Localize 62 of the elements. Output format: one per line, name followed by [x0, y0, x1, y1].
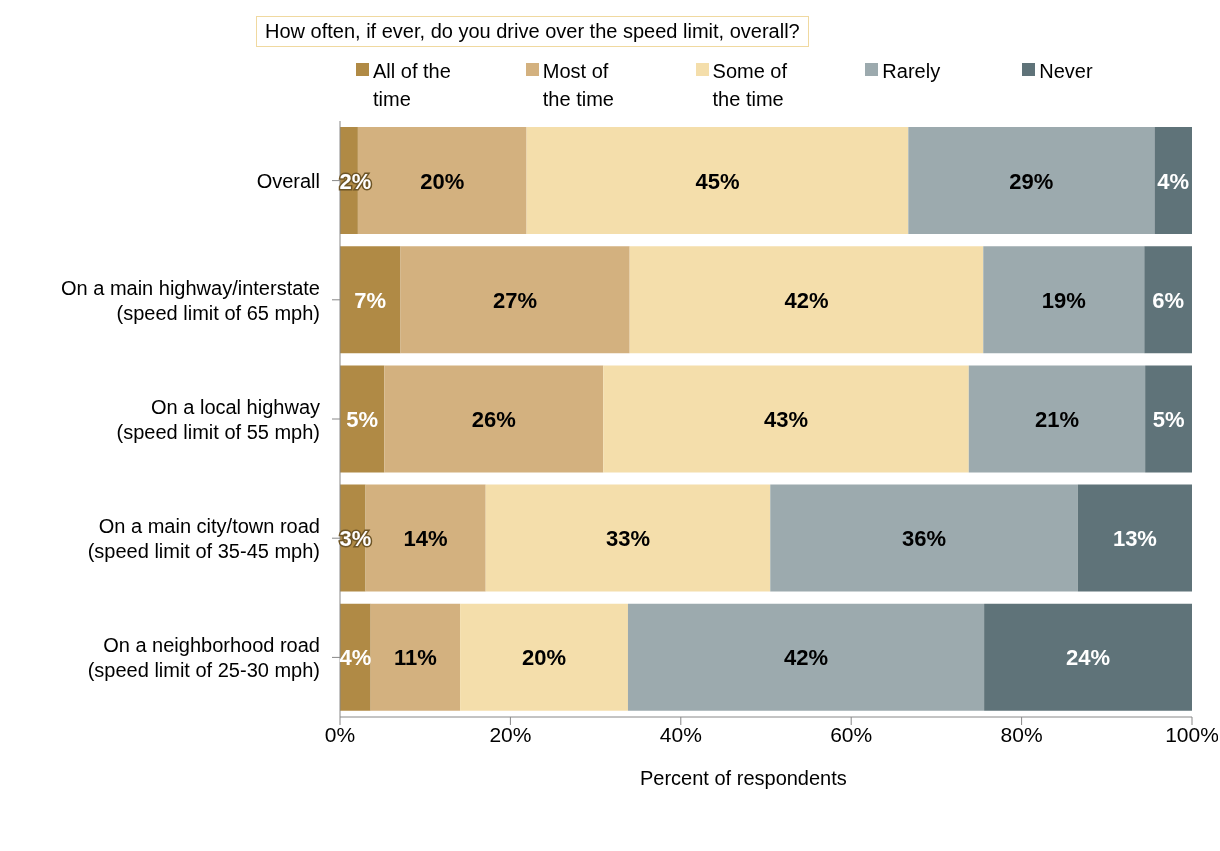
- bar: [627, 603, 985, 711]
- x-tick-label: 100%: [1165, 722, 1219, 746]
- x-axis-title: Percent of respondents: [640, 767, 848, 790]
- data-label: 3%: [339, 526, 372, 552]
- legend-label: Most of the time: [542, 59, 615, 112]
- bar: [968, 365, 1146, 473]
- data-label: 11%: [393, 645, 437, 671]
- data-label: 43%: [764, 406, 809, 432]
- data-label: 24%: [1066, 645, 1111, 671]
- data-label: 42%: [784, 287, 829, 313]
- data-label: 14%: [403, 526, 448, 552]
- bar: [460, 603, 628, 711]
- y-tick-label: On a main highway/interstate (speed limit of 65 mph): [60, 276, 320, 324]
- legend-label: Never: [1039, 59, 1093, 84]
- bar: [340, 246, 401, 354]
- chart-title: How often, if ever, do you drive over the speed limit, overall?: [256, 16, 809, 47]
- bar: [1145, 365, 1192, 473]
- data-label: 20%: [522, 645, 567, 671]
- bar: [1077, 484, 1192, 592]
- data-label: 36%: [902, 526, 947, 552]
- bar: [526, 127, 909, 234]
- bar: [603, 365, 969, 473]
- data-label: 7%: [354, 287, 387, 313]
- data-label: 45%: [695, 168, 740, 194]
- bar: [1144, 246, 1192, 354]
- data-label: 2%: [339, 168, 372, 194]
- y-tick-label: On a local highway (speed limit of 55 mph): [116, 396, 320, 443]
- data-label: 4%: [1157, 168, 1190, 194]
- data-label: 5%: [1152, 406, 1185, 432]
- data-label: 20%: [420, 168, 465, 194]
- data-label: 5%: [346, 406, 379, 432]
- data-label: 13%: [1112, 526, 1157, 552]
- data-label: 26%: [471, 406, 516, 432]
- x-tick-label: 0%: [324, 722, 356, 746]
- x-tick-label: 60%: [830, 722, 873, 746]
- x-tick-label: 20%: [489, 722, 532, 746]
- data-label: 21%: [1034, 406, 1079, 432]
- data-label: 29%: [1009, 168, 1054, 194]
- bar: [770, 484, 1078, 592]
- bar: [370, 603, 461, 711]
- bar: [908, 127, 1155, 234]
- bar: [629, 246, 984, 354]
- bar: [400, 246, 630, 354]
- data-label: 42%: [784, 645, 829, 671]
- y-tick-label: Overall: [256, 169, 320, 192]
- bar: [384, 365, 604, 473]
- data-label: 33%: [605, 526, 650, 552]
- x-tick-label: 80%: [1000, 722, 1043, 746]
- y-tick-label: On a main city/town road (speed limit of 35-45 mph): [87, 515, 320, 563]
- bar: [1154, 127, 1192, 234]
- bar: [984, 603, 1192, 711]
- data-label: 6%: [1152, 287, 1185, 313]
- legend-label: Rarely: [882, 59, 941, 84]
- bar: [983, 246, 1145, 354]
- data-label: 19%: [1041, 287, 1086, 313]
- legend-label: Some of the time: [712, 59, 789, 112]
- legend-label: All of the time: [373, 59, 452, 112]
- bar: [485, 484, 771, 592]
- y-tick-label: On a neighborhood road (speed limit of 25-30 mph): [87, 634, 320, 682]
- x-tick-label: 40%: [659, 722, 702, 746]
- bar: [340, 365, 385, 473]
- data-label: 27%: [493, 287, 538, 313]
